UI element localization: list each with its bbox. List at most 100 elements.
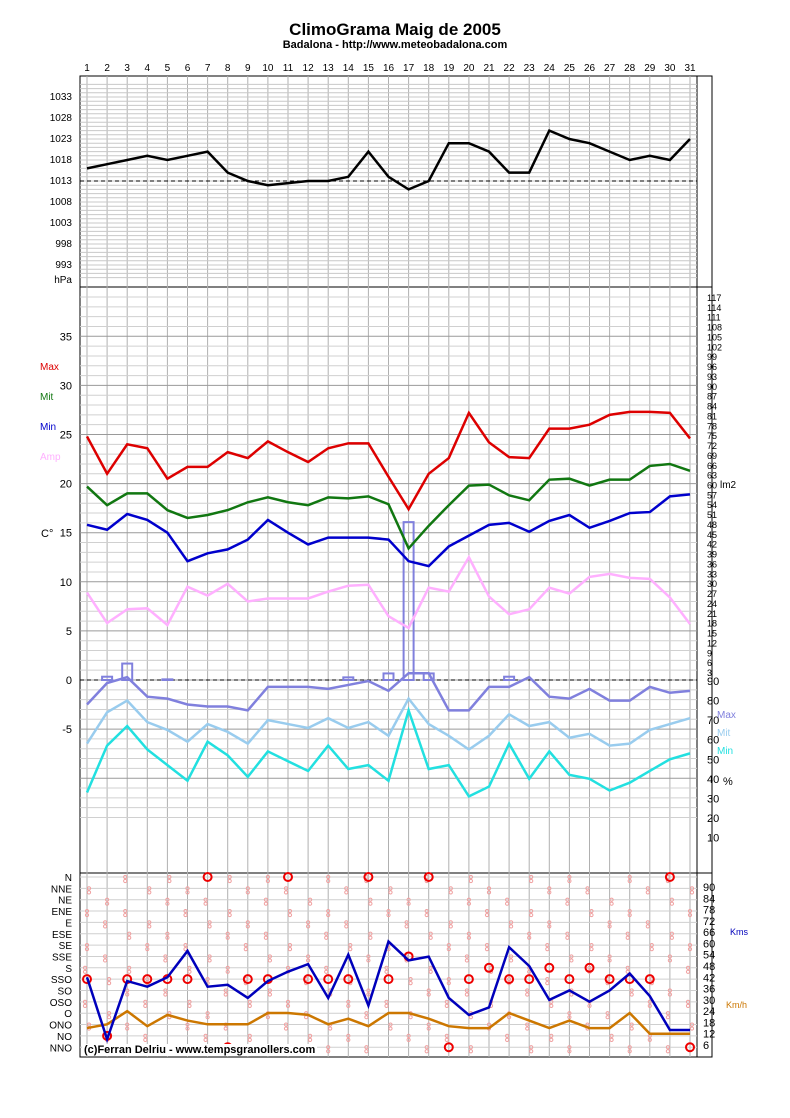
wind-frequency-dot <box>308 897 313 902</box>
wind-frequency-dot <box>627 1045 632 1050</box>
wind-direction-label: E <box>65 918 72 929</box>
wind-frequency-dot <box>609 901 614 906</box>
pressure-tick-label: 1003 <box>50 218 73 229</box>
wind-frequency-dot <box>627 874 632 880</box>
wind-frequency-dot <box>227 874 232 880</box>
rain-tick-label: 21 <box>707 609 717 619</box>
wind-frequency-dot <box>344 890 349 895</box>
wind-frequency-dot <box>545 981 550 986</box>
wind-frequency-dot <box>669 931 675 936</box>
wind-frequency-dot <box>107 1015 112 1020</box>
chart-frame <box>79 75 713 1058</box>
wind-dominant-marker <box>423 872 434 882</box>
wind-frequency-dot <box>205 1011 210 1016</box>
temp-tick-label: 15 <box>60 528 72 540</box>
wind-frequency-dot <box>509 924 514 929</box>
wind-frequency-dot <box>444 1003 449 1008</box>
wind-frequency-dot <box>549 1033 554 1039</box>
wind-frequency-dot <box>629 988 634 993</box>
wind-frequency-dot <box>426 1022 431 1027</box>
wind-frequency-dot <box>448 890 453 895</box>
wind-frequency-dot <box>125 1022 130 1027</box>
day-label: 10 <box>262 63 274 74</box>
rain-bar <box>342 676 355 681</box>
wind-frequency-dot <box>446 947 451 952</box>
temp-tick-label: 20 <box>60 479 72 491</box>
rain-bar <box>121 662 134 681</box>
wind-frequency-dot <box>605 1011 610 1016</box>
wind-frequency-dot <box>326 908 331 914</box>
wind-frequency-dot <box>649 943 654 948</box>
wind-frequency-dot <box>227 878 232 884</box>
humidity-legend-mit: Mit <box>717 728 731 739</box>
wind-frequency-dot <box>84 943 90 948</box>
wind-direction-label: NNE <box>51 884 72 895</box>
wind-frequency-dot <box>406 901 411 906</box>
wind-frequency-dot <box>569 954 574 959</box>
wind-frequency-dot <box>287 947 293 952</box>
day-label: 31 <box>684 63 696 74</box>
wind-frequency-dot <box>529 908 534 914</box>
wind-frequency-dot <box>263 935 268 940</box>
wind-frequency-dot <box>285 999 291 1004</box>
rain-tick-label: 96 <box>707 362 717 372</box>
wind-frequency-dot <box>283 1022 289 1027</box>
wind-frequency-dot <box>147 886 152 891</box>
wind-frequency-dot <box>243 947 248 952</box>
wind-dominant-marker <box>604 974 615 985</box>
wind-frequency-dot <box>125 992 130 997</box>
wind-frequency-dot <box>187 969 192 974</box>
day-label: 5 <box>165 63 171 74</box>
humidity-tick-label: 60 <box>707 735 719 747</box>
wind-frequency-dot <box>326 1045 331 1050</box>
wind-frequency-dot <box>127 931 132 936</box>
wind-frequency-dot <box>509 958 514 963</box>
wind-frequency-dot <box>165 931 170 936</box>
wind-direction-label: NO <box>57 1032 72 1043</box>
wind-frequency-dot <box>547 920 552 925</box>
wind-frequency-dot <box>103 924 108 929</box>
wind-frequency-dot <box>468 1045 473 1050</box>
wind-frequency-dot <box>507 1015 512 1020</box>
wind-frequency-dot <box>287 908 293 914</box>
rain-tick-label: 87 <box>707 392 717 402</box>
wind-speed-tick-label: 30 <box>703 995 715 1007</box>
wind-frequency-dot <box>525 988 530 993</box>
wind-frequency-dot <box>426 1026 431 1031</box>
wind-frequency-dot <box>326 878 331 884</box>
wind-speed-tick-label: 42 <box>703 972 715 984</box>
wind-frequency-dot <box>103 954 108 959</box>
wind-frequency-dot <box>689 890 695 895</box>
wind-frequency-dot <box>466 931 471 936</box>
wind-frequency-dot <box>267 988 272 993</box>
wind-frequency-dot <box>127 935 132 940</box>
wind-frequency-dot <box>529 874 534 880</box>
humidity-unit-label: % <box>723 776 733 788</box>
wind-frequency-dot <box>344 886 349 891</box>
wind-frequency-dot <box>165 935 170 940</box>
rain-tick-label: 84 <box>707 402 717 412</box>
wind-frequency-dot <box>163 988 168 993</box>
wind-direction-label: S <box>65 964 72 975</box>
wind-frequency-dot <box>223 988 228 993</box>
wind-frequency-dot <box>547 886 552 891</box>
wind-direction-label: NNO <box>50 1043 72 1054</box>
wind-speed-tick-label: 78 <box>703 905 715 917</box>
wind-frequency-dot <box>486 890 492 895</box>
wind-frequency-dot <box>645 886 650 891</box>
wind-frequency-dot <box>645 924 650 929</box>
wind-dominant-marker <box>182 974 193 985</box>
wind-direction-label: O <box>64 1009 72 1020</box>
wind-frequency-dot <box>665 1015 671 1020</box>
wind-frequency-dot <box>585 890 590 895</box>
wind-frequency-dot <box>187 1003 192 1008</box>
wind-frequency-dot <box>468 874 473 880</box>
wind-frequency-dot <box>669 935 675 940</box>
temp-line-mit <box>86 462 691 551</box>
wind-dominant-marker <box>544 962 555 973</box>
day-label: 23 <box>524 63 536 74</box>
wind-speed-tick-label: 36 <box>703 984 715 996</box>
wind-dominant-marker <box>664 872 675 882</box>
wind-frequency-dot <box>484 943 490 948</box>
pressure-unit-label: hPa <box>54 275 72 286</box>
